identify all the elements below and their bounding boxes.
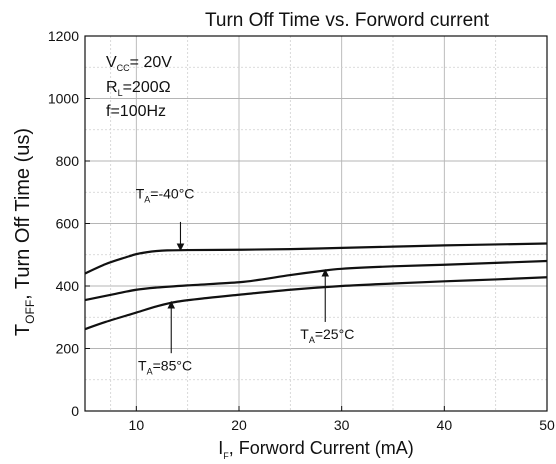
x-tick-label: 10 [129,417,145,433]
series-label-0: TA=-40°C [136,186,195,205]
x-tick-labels: 10 20 30 40 50 [129,406,555,433]
conditions-box: VCC= 20V RL=200Ω f=100Hz [106,54,172,120]
x-tick-label: 40 [437,417,453,433]
annotation-arrows [167,221,330,354]
series-label-1: TA=25°C [300,326,354,345]
y-tick-label: 800 [56,153,80,169]
y-tick-label: 200 [56,341,80,357]
y-tick-label: 1000 [48,91,79,107]
series-group [84,242,548,331]
series-line-1 [84,259,548,302]
y-tick-label: 0 [71,403,79,419]
condition-frequency: f=100Hz [106,103,166,120]
y-tick-label: 600 [56,216,80,232]
y-tick-label: 400 [56,278,80,294]
y-axis-label: TOFF, Turn Off Time (us) [12,128,37,336]
series-line-0 [84,242,548,275]
x-tick-label: 50 [539,417,555,433]
series-labels: TA=-40°C TA=25°C TA=85°C [136,186,355,377]
condition-vcc: VCC= 20V [106,54,172,73]
grid [85,36,547,411]
condition-rl: RL=200Ω [106,79,171,98]
y-tick-label: 1200 [48,28,79,44]
x-tick-label: 20 [231,417,247,433]
series-label-2: TA=85°C [138,357,192,376]
chart-title: Turn Off Time vs. Forword current [205,10,490,31]
series-line-2 [84,276,548,331]
x-tick-label: 30 [334,417,350,433]
y-tick-labels: 0 200 400 600 800 1000 1200 [48,28,90,419]
x-axis-label: IF, Forword Current (mA) [218,438,414,461]
